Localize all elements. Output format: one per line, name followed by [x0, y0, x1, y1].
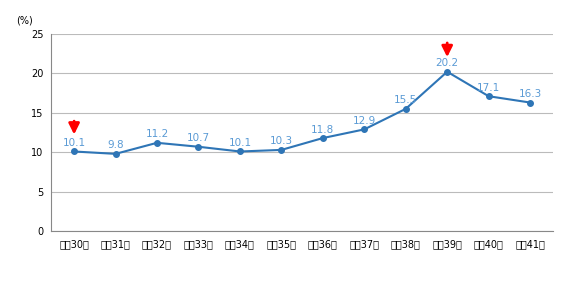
Text: 12.9: 12.9	[353, 116, 376, 126]
Text: 17.1: 17.1	[477, 83, 500, 93]
Text: 20.2: 20.2	[435, 58, 459, 68]
Text: 10.7: 10.7	[187, 133, 210, 143]
Text: 9.8: 9.8	[107, 140, 124, 150]
Text: 11.2: 11.2	[145, 129, 169, 139]
Text: 11.8: 11.8	[311, 125, 335, 135]
Text: 10.3: 10.3	[270, 136, 293, 146]
Text: 10.1: 10.1	[229, 138, 251, 148]
Text: (%): (%)	[16, 16, 33, 26]
Text: 10.1: 10.1	[63, 138, 86, 148]
Text: 16.3: 16.3	[519, 89, 542, 99]
Text: 15.5: 15.5	[394, 95, 417, 105]
